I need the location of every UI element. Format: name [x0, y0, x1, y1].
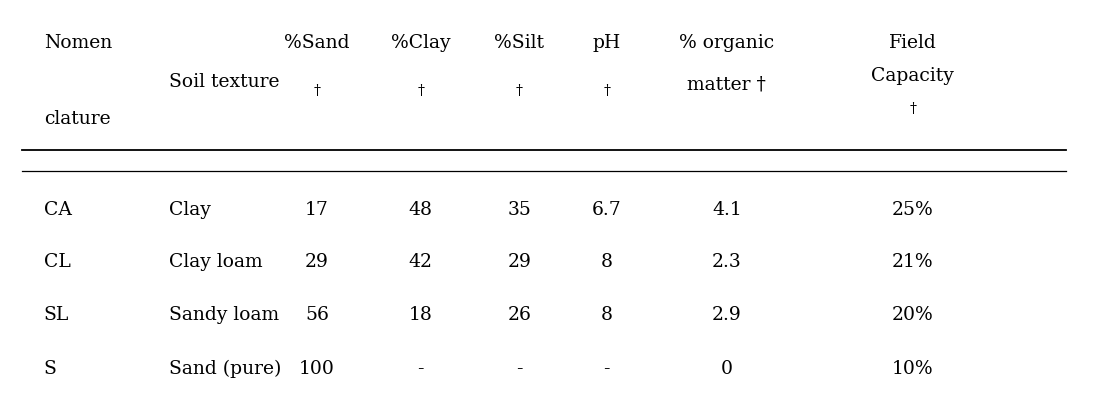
Text: 42: 42 — [409, 253, 433, 271]
Text: -: - — [516, 360, 522, 378]
Text: 2.3: 2.3 — [712, 253, 742, 271]
Text: †: † — [516, 84, 522, 98]
Text: 48: 48 — [409, 201, 433, 219]
Text: Sand (pure): Sand (pure) — [169, 360, 282, 378]
Text: Sandy loam: Sandy loam — [169, 306, 280, 324]
Text: 8: 8 — [601, 306, 612, 324]
Text: 29: 29 — [305, 253, 329, 271]
Text: 17: 17 — [305, 201, 329, 219]
Text: 4.1: 4.1 — [712, 201, 742, 219]
Text: 6.7: 6.7 — [591, 201, 622, 219]
Text: SL: SL — [44, 306, 69, 324]
Text: †: † — [909, 102, 916, 116]
Text: 20%: 20% — [892, 306, 933, 324]
Text: 21%: 21% — [892, 253, 933, 271]
Text: 26: 26 — [507, 306, 531, 324]
Text: 100: 100 — [299, 360, 334, 378]
Text: 0: 0 — [721, 360, 732, 378]
Text: 29: 29 — [507, 253, 531, 271]
Text: -: - — [418, 360, 424, 378]
Text: %Sand: %Sand — [284, 34, 350, 52]
Text: pH: pH — [592, 34, 621, 52]
Text: % organic: % organic — [679, 34, 775, 52]
Text: 10%: 10% — [892, 360, 933, 378]
Text: clature: clature — [44, 110, 110, 129]
Text: %Clay: %Clay — [391, 34, 450, 52]
Text: Field: Field — [889, 34, 937, 52]
Text: CA: CA — [44, 201, 72, 219]
Text: CL: CL — [44, 253, 71, 271]
Text: %Silt: %Silt — [494, 34, 544, 52]
Text: Capacity: Capacity — [871, 67, 954, 85]
Text: 35: 35 — [507, 201, 531, 219]
Text: †: † — [418, 84, 424, 98]
Text: -: - — [603, 360, 610, 378]
Text: †: † — [603, 84, 610, 98]
Text: 18: 18 — [409, 306, 433, 324]
Text: S: S — [44, 360, 57, 378]
Text: 8: 8 — [601, 253, 612, 271]
Text: Nomen: Nomen — [44, 34, 111, 52]
Text: Clay: Clay — [169, 201, 211, 219]
Text: 2.9: 2.9 — [712, 306, 742, 324]
Text: Soil texture: Soil texture — [169, 73, 280, 91]
Text: 25%: 25% — [892, 201, 933, 219]
Text: Clay loam: Clay loam — [169, 253, 263, 271]
Text: matter †: matter † — [687, 75, 766, 94]
Text: †: † — [314, 84, 320, 98]
Text: 56: 56 — [305, 306, 329, 324]
